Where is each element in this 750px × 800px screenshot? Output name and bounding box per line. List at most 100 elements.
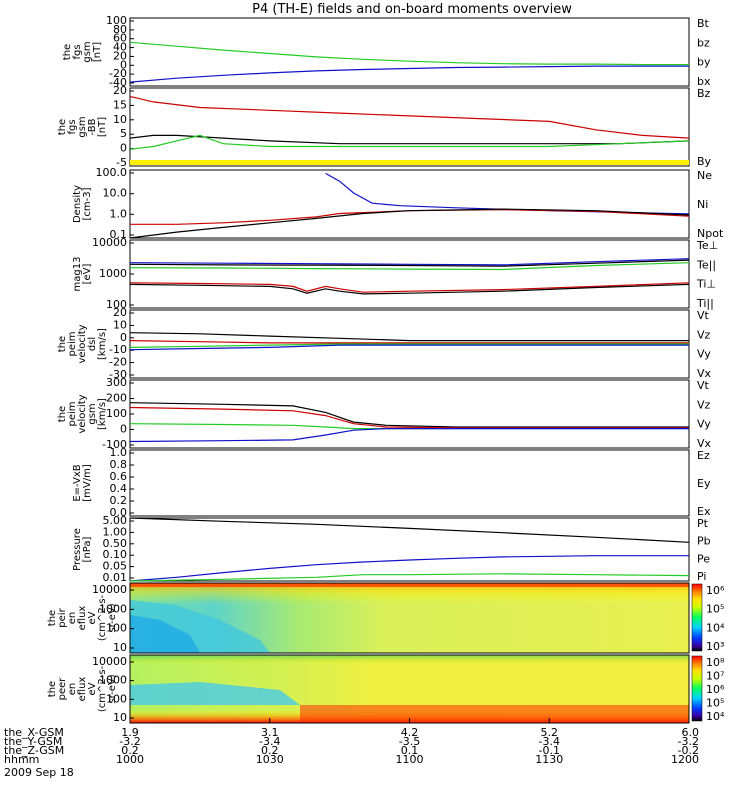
ion-energy-spectrogram	[129, 582, 690, 654]
pressure-ytick-label: 1.00	[103, 525, 128, 538]
ion_eflux-ylabel: the peir en eflux eV (cm^2-s-sr-eV)	[47, 594, 118, 641]
bfield_dsl-series-black	[129, 134, 690, 145]
density-ylabel-line: [cm-3]	[82, 187, 93, 220]
velocity_dsl-legend-vy: Vy	[697, 348, 711, 361]
density-series-black	[129, 208, 690, 239]
temperature-series-green	[129, 262, 690, 271]
efield-legend-ex: Ex	[697, 505, 711, 518]
electron-colorbar	[691, 655, 703, 722]
electron_eflux-ytick-label: 10	[113, 711, 127, 724]
velocity_gsm-ylabel-line: the	[57, 406, 68, 422]
density-legend-ni: Ni	[697, 198, 708, 211]
ephemeris-value: 4.2	[401, 726, 419, 739]
temperature-ytick-label: 1000	[99, 267, 127, 280]
ephemeris-value: 1100	[396, 753, 424, 766]
velocity_dsl-ytick-label: 0	[120, 331, 127, 344]
pressure-legend-pb: Pb	[697, 535, 711, 548]
bfield_dsl-ytick-label: 0	[120, 142, 127, 155]
ephemeris-value: 1030	[256, 753, 284, 766]
bfield_dsl-frame	[129, 87, 690, 167]
bfield_dsl-legend-by: By	[697, 155, 712, 168]
pressure-ytick-label: 0.01	[103, 571, 128, 584]
efield-ytick-label: 0.6	[110, 470, 128, 483]
velocity_dsl-ylabel-line: peim	[67, 331, 78, 356]
bfield_gsm-ylabel-line: the	[62, 44, 73, 60]
temperature-legend-ti: Ti||	[696, 297, 714, 310]
ephemeris-row-label: hhmm	[4, 753, 39, 766]
velocity_dsl-series-black	[129, 332, 689, 342]
bfield_dsl-ytick-label: -5	[116, 156, 127, 169]
pressure-ylabel-line: Pressure	[72, 528, 83, 571]
bfield_dsl-series-red	[129, 95, 690, 139]
ion_eflux-ylabel-line: sr-eV)	[107, 603, 118, 632]
bfield_dsl-ylabel-line: gsm	[77, 116, 88, 137]
velocity_dsl-ylabel-line: the	[57, 336, 68, 352]
pressure-legend-pt: Pt	[697, 517, 709, 530]
density-legend-npot: Npot	[697, 227, 724, 240]
bfield_gsm-legend-bx: bx	[697, 75, 711, 88]
ion-spectrogram-top-band	[130, 583, 689, 587]
efield-legend-ey: Ey	[697, 477, 711, 490]
velocity_gsm-series-blue	[129, 428, 689, 443]
velocity_dsl-series-red	[129, 340, 689, 344]
velocity_gsm-legend-vy: Vy	[697, 418, 711, 431]
ephemeris-value: 5.2	[541, 726, 559, 739]
bfield_gsm-ytick-label: 0	[120, 58, 127, 71]
quality-flag-bar	[130, 160, 689, 165]
electron_eflux-colorbar-label: 10⁶	[706, 683, 725, 696]
efield-ylabel: E=-VxB [mV/m]	[72, 464, 93, 502]
electron-spectrogram-low-energy-band	[300, 705, 689, 723]
ion_eflux-ylabel-line: eflux	[77, 606, 88, 631]
ion_eflux-colorbar-label: 10⁵	[706, 603, 724, 616]
temperature-ylabel-line: mag13	[72, 257, 83, 292]
ion_eflux-ytick-label: 10	[113, 641, 127, 654]
bfield_dsl-ylabel-line: fgs	[67, 119, 78, 134]
panel-pressure: 5.001.000.500.100.050.01 Pt Pb Pe Pi Pressure…	[72, 514, 711, 584]
ion_eflux-colorbar-label: 10³	[706, 640, 724, 653]
velocity_gsm-ylabel: the peim velocity gsm [km/s]	[57, 394, 108, 433]
electron_eflux-colorbar-label: 10⁷	[706, 670, 724, 683]
bfield_dsl-ytick-label: 10	[113, 113, 127, 126]
pressure-ylabel: Pressure [nPa]	[72, 528, 93, 571]
ion_eflux-ytick-label: 100	[106, 622, 127, 635]
efield-legend-ez: Ez	[697, 449, 710, 462]
bfield_gsm-ytick-label: 80	[113, 23, 127, 36]
bfield_dsl-series-green	[129, 134, 690, 150]
bfield_gsm-ytick-label: 40	[113, 41, 127, 54]
bfield_gsm-ytick-label: -40	[109, 76, 127, 89]
bfield_gsm-ylabel: the fgs gsm [nT]	[62, 41, 103, 62]
velocity_gsm-ytick-label: 200	[106, 392, 127, 405]
electron_eflux-ylabel-line: peer	[57, 677, 68, 701]
velocity_dsl-series-green	[129, 343, 689, 348]
efield-ytick-label: 0.0	[110, 506, 128, 519]
ephemeris-value: 0.1	[401, 744, 419, 757]
pressure-series-black	[129, 517, 690, 543]
ephemeris-row-label: the_Z-GSM	[4, 744, 64, 757]
velocity_dsl-ylabel-line: dsl	[87, 337, 98, 351]
density-frame	[129, 169, 690, 239]
velocity_gsm-ytick-label: 0	[120, 423, 127, 436]
bfield_dsl-ytick-label: 5	[120, 127, 127, 140]
efield-ylabel-line: E=-VxB	[72, 464, 83, 501]
velocity_gsm-legend-vz: Vz	[697, 398, 711, 411]
panel-temperature: 10000 1000 100 Te⊥ Te|| Ti⊥ Ti|| mag13 [eV]	[72, 236, 718, 311]
bfield_gsm-ylabel-line: [nT]	[92, 42, 103, 62]
ion-spectrogram-core	[130, 615, 200, 653]
velocity_dsl-ylabel-line: [km/s]	[97, 328, 108, 360]
ephemeris-value: 1000	[116, 753, 144, 766]
efield-ytick-label: 0.2	[110, 494, 128, 507]
velocity_dsl-ytick-label: -20	[109, 356, 127, 369]
bfield_gsm-ytick-label: -20	[109, 67, 127, 80]
ion_eflux-ylabel-line: (cm^2-s-	[97, 594, 108, 641]
electron_eflux-ylabel-line: en	[67, 683, 78, 696]
temperature-ylabel: mag13 [eV]	[72, 257, 93, 292]
ion_eflux-ylabel-line: the	[47, 610, 58, 626]
ephemeris-row-label: the_Y-GSM	[4, 735, 62, 748]
pressure-legend-pi: Pi	[697, 570, 706, 583]
bfield_dsl-ylabel: the fgs gsm -BB [nT]	[57, 116, 108, 137]
bfield_gsm-legend-by: by	[697, 56, 711, 69]
